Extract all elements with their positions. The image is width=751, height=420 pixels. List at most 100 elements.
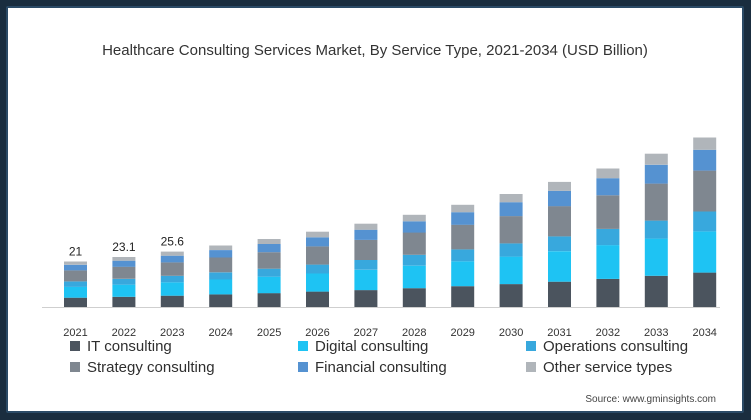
bar-segment-strategy-2031: [548, 206, 571, 237]
bar-segment-it-2026: [306, 291, 329, 307]
bar-segment-financial-2033: [644, 164, 668, 184]
bar-segment-operations-2028: [402, 254, 426, 266]
bar-segment-operations-2026: [306, 264, 329, 274]
bar-segment-digital-2034: [693, 231, 717, 273]
legend-item-other: Other service types: [526, 358, 742, 376]
x-tick-label-2032: 2032: [596, 327, 620, 339]
bar-segment-strategy-2025: [257, 252, 281, 269]
legend-swatch-operations: [526, 341, 536, 351]
bar-segment-other-2025: [257, 239, 281, 244]
bar-segment-it-2021: [64, 297, 87, 307]
bar-segment-other-2024: [209, 245, 233, 250]
bar-segment-it-2028: [402, 288, 426, 307]
x-tick-label-2027: 2027: [354, 327, 378, 339]
legend-label-digital: Digital consulting: [315, 337, 429, 355]
bar-segment-digital-2030: [499, 256, 523, 285]
bar-segment-other-2028: [402, 214, 426, 222]
x-tick-label-2026: 2026: [305, 327, 329, 339]
bar-segment-financial-2032: [596, 178, 620, 196]
legend-label-financial: Financial consulting: [315, 358, 447, 376]
x-tick-label-2028: 2028: [402, 327, 426, 339]
bar-segment-other-2021: [64, 261, 87, 265]
bar-segment-it-2023: [160, 295, 184, 307]
bar-segment-operations-2033: [644, 220, 668, 239]
legend-item-financial: Financial consulting: [298, 358, 526, 376]
bar-segment-digital-2021: [64, 286, 87, 298]
bar-segment-operations-2023: [160, 275, 184, 283]
data-label-total-2023: 25.6: [161, 235, 185, 249]
bar-segment-other-2022: [112, 257, 136, 261]
bar-segment-it-2034: [693, 272, 717, 307]
bar-segment-it-2031: [548, 281, 571, 307]
data-label-total-2022: 23.1: [112, 240, 136, 254]
x-tick-label-2022: 2022: [112, 327, 136, 339]
legend-item-digital: Digital consulting: [298, 337, 526, 355]
bar-segment-it-2030: [499, 284, 523, 307]
bar-segment-strategy-2022: [112, 266, 136, 279]
bar-segment-financial-2034: [693, 149, 717, 171]
bar-segment-other-2033: [644, 153, 668, 165]
bar-segment-digital-2024: [209, 279, 233, 295]
bar-segment-financial-2026: [306, 237, 329, 247]
bar-segment-financial-2022: [112, 260, 136, 267]
bar-segment-digital-2026: [306, 273, 329, 292]
bar-segment-financial-2028: [402, 221, 426, 233]
legend-label-it: IT consulting: [87, 337, 172, 355]
bar-segment-other-2031: [548, 181, 571, 191]
legend-swatch-it: [70, 341, 80, 351]
bar-segment-strategy-2027: [354, 239, 378, 260]
bar-segment-other-2027: [354, 223, 378, 230]
bar-segment-financial-2021: [64, 264, 87, 271]
legend-swatch-strategy: [70, 362, 80, 372]
bar-segment-financial-2023: [160, 255, 184, 263]
bar-segment-digital-2022: [112, 284, 136, 297]
x-tick-label-2030: 2030: [499, 327, 523, 339]
bar-segment-digital-2023: [160, 282, 184, 296]
bar-segment-strategy-2029: [451, 224, 475, 250]
bar-segment-strategy-2026: [306, 246, 329, 265]
bar-segment-it-2025: [257, 293, 281, 307]
bar-segment-financial-2027: [354, 229, 378, 240]
chart-title: Healthcare Consulting Services Market, B…: [102, 42, 648, 59]
bar-segment-digital-2031: [548, 251, 571, 282]
bar-segment-it-2027: [354, 290, 378, 307]
bar-segment-it-2032: [596, 278, 620, 307]
legend-label-strategy: Strategy consulting: [87, 358, 215, 376]
bar-segment-it-2024: [209, 294, 233, 307]
bar-segment-other-2029: [451, 204, 475, 213]
bar-segment-strategy-2033: [644, 183, 668, 221]
bar-segment-financial-2024: [209, 250, 233, 258]
x-tick-label-2021: 2021: [63, 327, 87, 339]
bar-segment-strategy-2023: [160, 262, 184, 276]
legend-swatch-digital: [298, 341, 308, 351]
bar-segment-financial-2030: [499, 202, 523, 217]
bar-segment-it-2033: [644, 275, 668, 307]
bar-segment-financial-2031: [548, 190, 571, 207]
bar-segment-strategy-2034: [693, 170, 717, 212]
bar-segment-operations-2022: [112, 278, 136, 285]
bar-segment-operations-2030: [499, 243, 523, 257]
bar-segment-strategy-2021: [64, 270, 87, 282]
bar-segment-other-2026: [306, 231, 329, 238]
bar-segment-digital-2029: [451, 261, 475, 287]
legend-label-operations: Operations consulting: [543, 337, 689, 355]
x-tick-label-2023: 2023: [160, 327, 184, 339]
x-tick-label-2025: 2025: [257, 327, 281, 339]
x-tick-label-2033: 2033: [644, 327, 668, 339]
legend-swatch-financial: [298, 362, 308, 372]
bar-segment-other-2034: [693, 137, 717, 150]
bar-segment-digital-2032: [596, 245, 620, 279]
legend: IT consulting Digital consulting Operation…: [70, 337, 710, 376]
legend-item-strategy: Strategy consulting: [70, 358, 298, 376]
x-tick-label-2034: 2034: [692, 327, 716, 339]
bar-segment-it-2029: [451, 286, 475, 307]
legend-item-operations: Operations consulting: [526, 337, 742, 355]
bar-segment-digital-2027: [354, 269, 378, 291]
bar-segment-other-2032: [596, 168, 620, 179]
bar-segment-digital-2025: [257, 276, 281, 294]
source-note: Source: www.gminsights.com: [585, 394, 716, 405]
x-tick-label-2031: 2031: [547, 327, 571, 339]
bar-segment-operations-2021: [64, 281, 87, 287]
x-tick-label-2029: 2029: [450, 327, 474, 339]
bar-segment-financial-2029: [451, 212, 475, 225]
